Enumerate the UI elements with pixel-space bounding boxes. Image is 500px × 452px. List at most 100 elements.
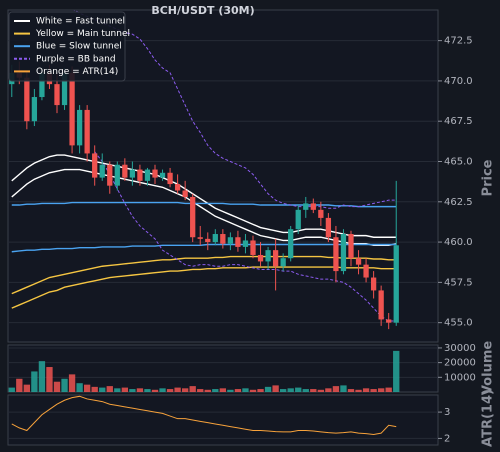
- candle-body: [250, 240, 256, 255]
- candle-body: [197, 237, 203, 239]
- volume-bar: [53, 381, 61, 392]
- volume-bar: [181, 388, 189, 392]
- candle-body: [39, 72, 45, 98]
- volume-bar: [310, 389, 317, 392]
- volume-bar: [197, 389, 204, 392]
- volume-bar: [279, 389, 287, 392]
- atr-line: [11, 395, 397, 435]
- candle-body: [190, 196, 196, 238]
- atr-axis-title: ATR(14): [481, 389, 496, 447]
- volume-bar: [114, 388, 121, 392]
- volume-bar: [377, 388, 385, 392]
- volume-bar: [340, 385, 347, 392]
- candle-body: [235, 237, 241, 247]
- legend-label: Orange = ATR(14): [36, 67, 118, 77]
- chart-title: BCH/USDT (30M): [151, 4, 254, 17]
- candle-body: [355, 258, 362, 265]
- candle-body: [333, 237, 339, 272]
- volume-bar: [144, 389, 151, 392]
- candle-body: [295, 209, 301, 230]
- volume-bar: [159, 388, 166, 392]
- y-axis-title: Price: [481, 159, 496, 196]
- candle-body: [69, 72, 75, 146]
- candle-body: [318, 209, 324, 218]
- volume-bar: [393, 350, 400, 392]
- legend-label: Blue = Slow tunnel: [36, 42, 122, 52]
- candle-body: [114, 164, 120, 186]
- overlay-line: [11, 201, 397, 208]
- y-tick-label: 472.5: [444, 36, 473, 47]
- volume-bar: [76, 383, 83, 392]
- volume-bar: [227, 389, 234, 392]
- volume-bar: [355, 389, 362, 392]
- volume-bar: [370, 389, 377, 392]
- volume-bar: [166, 389, 174, 392]
- y-tick-label: 470.0: [444, 76, 473, 87]
- candle-body: [152, 169, 158, 178]
- candle-body: [220, 234, 226, 244]
- candle-body: [99, 164, 105, 178]
- candle-body: [303, 203, 309, 210]
- candle-body: [107, 164, 113, 186]
- y-tick-label: 462.5: [444, 197, 473, 208]
- legend-label: Purple = BB band: [36, 54, 116, 64]
- volume-bar: [234, 389, 242, 392]
- candle-body: [310, 203, 316, 210]
- volume-bar: [385, 387, 392, 392]
- candle-body: [205, 238, 211, 243]
- y-tick-label: 3: [444, 407, 450, 418]
- candle-body: [54, 84, 60, 106]
- candle-body: [129, 169, 136, 178]
- atr-panel: [7, 394, 439, 446]
- volume-bar: [136, 388, 144, 392]
- candle-body: [386, 319, 392, 323]
- overlay-line: [11, 255, 397, 295]
- volume-bar: [106, 386, 113, 392]
- volume-bar: [295, 387, 302, 392]
- volume-bar: [249, 389, 257, 392]
- y-tick-label: 460.0: [444, 237, 473, 248]
- volume-axis-title: Volume: [481, 341, 496, 396]
- volume-bar: [332, 386, 340, 392]
- volume-bar: [362, 388, 370, 392]
- candle-body: [76, 109, 83, 146]
- volume-bar: [151, 389, 159, 392]
- y-tick-label: 455.0: [444, 318, 473, 329]
- y-tick-label: 2: [444, 433, 450, 444]
- volume-bar: [83, 384, 91, 392]
- volume-bar: [16, 378, 23, 392]
- volume-bar: [264, 386, 272, 392]
- candle-body: [182, 190, 188, 197]
- legend-box: [8, 11, 126, 82]
- candle-body: [144, 169, 151, 181]
- overlay-line: [11, 168, 397, 246]
- volume-bar: [287, 388, 294, 392]
- candle-body: [325, 217, 332, 238]
- volume-bar: [99, 387, 106, 392]
- candle-body: [31, 97, 38, 122]
- candle-body: [393, 245, 399, 323]
- overlay-line: [11, 154, 397, 238]
- legend-label: White = Fast tunnel: [36, 17, 125, 27]
- legend-label: Yellow = Main tunnel: [35, 29, 130, 39]
- volume-bar: [219, 388, 227, 392]
- y-tick-label: 465.0: [444, 156, 473, 167]
- candle-body: [122, 164, 128, 178]
- volume-bar: [31, 371, 38, 392]
- candle-body: [257, 254, 264, 262]
- candle-body: [378, 290, 384, 320]
- candle-body: [61, 72, 68, 106]
- candle-body: [137, 169, 143, 181]
- volume-bar: [317, 389, 325, 392]
- volume-bar: [257, 389, 264, 392]
- overlay-line: [94, 151, 397, 322]
- overlay-line: [11, 243, 397, 253]
- volume-bar: [174, 387, 181, 392]
- y-tick-label: 467.5: [444, 116, 473, 127]
- sub-plots: [8, 350, 400, 435]
- candle-body: [272, 250, 279, 267]
- volume-bar: [189, 386, 196, 392]
- candle-body: [265, 250, 271, 262]
- volume-bar: [129, 389, 136, 392]
